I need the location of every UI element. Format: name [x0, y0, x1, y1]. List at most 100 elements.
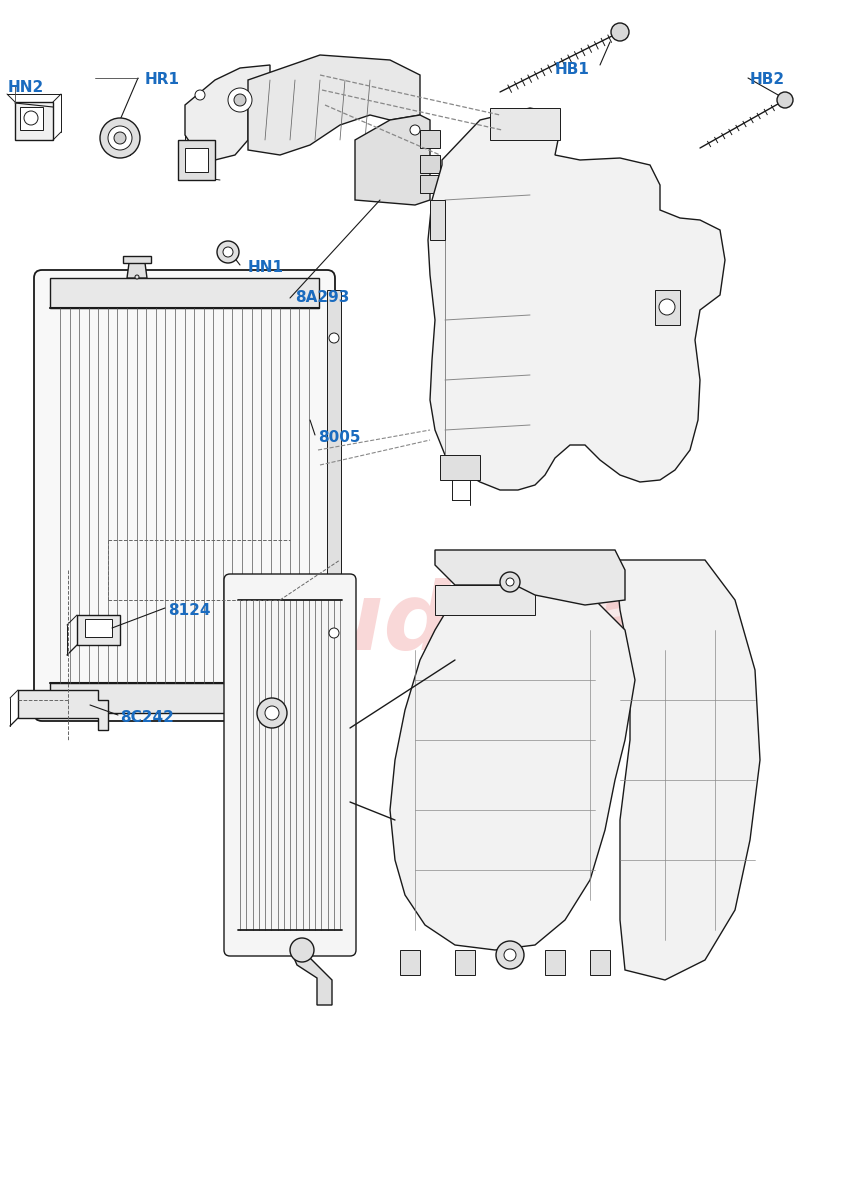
Bar	[600, 580, 622, 602]
Polygon shape	[615, 560, 760, 980]
FancyBboxPatch shape	[34, 270, 335, 721]
Polygon shape	[327, 290, 341, 701]
Text: 8005: 8005	[318, 430, 361, 445]
Circle shape	[257, 698, 287, 728]
Bar	[644, 690, 666, 712]
Circle shape	[329, 332, 339, 343]
Bar	[600, 646, 622, 668]
Bar	[578, 624, 600, 646]
Text: 8A293: 8A293	[295, 290, 350, 305]
Text: HN2: HN2	[8, 80, 44, 95]
Polygon shape	[294, 958, 332, 1006]
Bar	[512, 580, 534, 602]
Text: HR1: HR1	[145, 72, 180, 86]
Bar	[556, 624, 578, 646]
Bar	[534, 580, 556, 602]
Bar	[556, 602, 578, 624]
Polygon shape	[77, 614, 120, 646]
Bar	[578, 646, 600, 668]
Circle shape	[135, 275, 139, 278]
Bar	[578, 690, 600, 712]
Circle shape	[777, 92, 793, 108]
Bar	[490, 668, 512, 690]
Bar	[534, 690, 556, 712]
Bar	[622, 646, 644, 668]
Polygon shape	[420, 130, 440, 148]
Bar	[622, 690, 644, 712]
Bar	[644, 646, 666, 668]
Bar	[622, 624, 644, 646]
Bar	[644, 668, 666, 690]
Circle shape	[24, 110, 38, 125]
Circle shape	[114, 132, 126, 144]
Circle shape	[506, 578, 514, 586]
Bar	[490, 646, 512, 668]
Polygon shape	[490, 108, 560, 140]
Bar	[534, 646, 556, 668]
Polygon shape	[428, 108, 725, 490]
Polygon shape	[185, 65, 270, 160]
Circle shape	[217, 241, 239, 263]
Text: 8C242: 8C242	[120, 710, 173, 725]
Bar	[512, 602, 534, 624]
Polygon shape	[390, 590, 635, 950]
Circle shape	[265, 706, 279, 720]
Bar	[644, 580, 666, 602]
Polygon shape	[50, 683, 319, 713]
Polygon shape	[400, 950, 420, 974]
Bar	[534, 624, 556, 646]
Bar	[644, 602, 666, 624]
Polygon shape	[440, 455, 480, 480]
Bar	[622, 602, 644, 624]
Bar	[512, 624, 534, 646]
FancyBboxPatch shape	[224, 574, 356, 956]
Bar	[490, 690, 512, 712]
Bar	[578, 668, 600, 690]
Bar	[600, 690, 622, 712]
Polygon shape	[248, 55, 420, 155]
Bar	[622, 668, 644, 690]
Polygon shape	[15, 102, 53, 140]
Bar	[622, 580, 644, 602]
Circle shape	[290, 938, 314, 962]
Polygon shape	[455, 950, 475, 974]
Circle shape	[234, 94, 246, 106]
Bar	[600, 602, 622, 624]
Bar	[534, 668, 556, 690]
Polygon shape	[18, 690, 108, 730]
Polygon shape	[430, 200, 445, 240]
Text: HB1: HB1	[555, 62, 590, 77]
Bar	[512, 668, 534, 690]
Bar	[578, 580, 600, 602]
Circle shape	[329, 628, 339, 638]
Circle shape	[611, 23, 629, 41]
Bar	[512, 646, 534, 668]
Text: HB2: HB2	[750, 72, 785, 86]
Bar	[556, 580, 578, 602]
Bar	[644, 624, 666, 646]
Bar	[556, 690, 578, 712]
Polygon shape	[110, 122, 130, 155]
Polygon shape	[127, 263, 147, 278]
Bar	[600, 624, 622, 646]
Polygon shape	[655, 290, 680, 325]
Polygon shape	[420, 175, 440, 193]
Bar	[490, 624, 512, 646]
Circle shape	[195, 90, 205, 100]
Text: HN1: HN1	[248, 260, 284, 275]
Polygon shape	[545, 950, 565, 974]
Circle shape	[100, 118, 140, 158]
Polygon shape	[264, 718, 312, 778]
Polygon shape	[123, 256, 151, 263]
Circle shape	[504, 949, 516, 961]
Bar	[556, 668, 578, 690]
Circle shape	[410, 125, 420, 134]
Circle shape	[223, 247, 233, 257]
Text: scuderia: scuderia	[205, 578, 658, 670]
Circle shape	[108, 126, 132, 150]
Polygon shape	[435, 584, 535, 614]
Circle shape	[659, 299, 675, 314]
Bar	[534, 602, 556, 624]
Bar	[512, 690, 534, 712]
Polygon shape	[355, 115, 430, 205]
